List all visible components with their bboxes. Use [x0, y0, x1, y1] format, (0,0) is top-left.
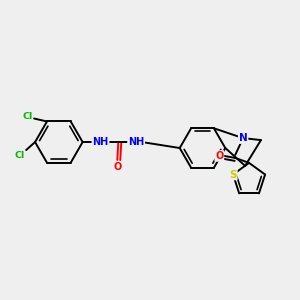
Text: N: N	[239, 133, 248, 143]
Text: O: O	[113, 162, 122, 172]
Text: NH: NH	[128, 137, 144, 147]
Text: Cl: Cl	[14, 152, 24, 160]
Text: O: O	[215, 151, 224, 161]
Text: NH: NH	[92, 137, 109, 147]
Text: S: S	[229, 169, 237, 179]
Text: Cl: Cl	[22, 112, 32, 121]
